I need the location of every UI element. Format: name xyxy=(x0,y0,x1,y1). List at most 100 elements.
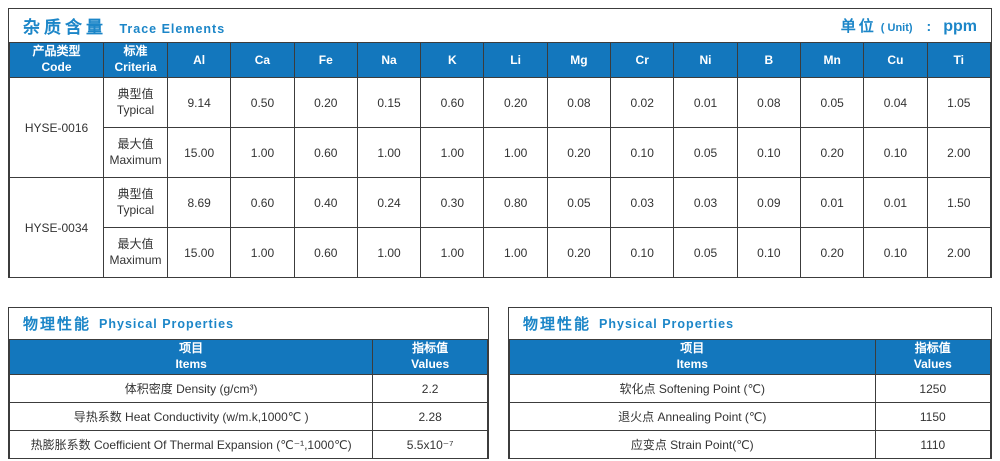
value-cell: 0.20 xyxy=(799,127,865,178)
item-cell: 导热系数 Heat Conductivity (w/m.k,1000℃ ) xyxy=(9,402,374,431)
physical-left-header-row: 项目 Items 指标值 Values xyxy=(9,339,488,375)
element-header: Cu xyxy=(863,42,928,78)
value-cell: 8.69 xyxy=(166,177,232,228)
value-cell: 15.00 xyxy=(166,127,232,178)
value-cell: 1.00 xyxy=(483,127,548,178)
unit-colon: : xyxy=(926,18,932,34)
value-cell: 0.10 xyxy=(736,227,801,277)
value-cell: 0.20 xyxy=(546,127,612,178)
physical-properties-left-table: 项目 Items 指标值 Values 体积密度 Density (g/cm³)… xyxy=(9,339,488,458)
trace-title: 杂质含量 Trace Elements xyxy=(23,13,225,38)
trace-title-zh: 杂质含量 xyxy=(23,18,107,37)
physical-left-header: 物理性能 Physical Properties xyxy=(9,308,488,339)
product-code-cell: HYSE-0034 xyxy=(9,177,104,277)
col-header-values: 指标值 Values xyxy=(874,339,991,375)
table-row: 应变点 Strain Point(℃) 1110 xyxy=(509,430,991,458)
trace-header-row: 产品类型 Code 标准 Criteria Al Ca Fe Na K Li M… xyxy=(9,42,991,78)
value-cell: 2.28 xyxy=(372,402,488,431)
col-header-items: 项目 Items xyxy=(9,339,374,375)
table-row: 软化点 Softening Point (℃) 1250 xyxy=(509,374,991,403)
value-cell: 0.03 xyxy=(610,177,675,228)
value-cell: 0.40 xyxy=(293,177,358,228)
value-cell: 0.08 xyxy=(736,77,801,128)
trace-elements-table: 产品类型 Code 标准 Criteria Al Ca Fe Na K Li M… xyxy=(9,42,991,277)
value-cell: 0.10 xyxy=(610,127,675,178)
trace-section-header: 杂质含量 Trace Elements 单位 ( Unit) : ppm xyxy=(9,9,991,42)
table-row: 最大值 Maximum 15.00 1.00 0.60 1.00 1.00 1.… xyxy=(10,127,991,178)
value-cell: 0.10 xyxy=(736,127,801,178)
value-cell: 0.60 xyxy=(293,127,358,178)
value-cell: 0.01 xyxy=(673,77,738,128)
value-cell: 1.00 xyxy=(420,127,485,178)
value-cell: 0.03 xyxy=(673,177,738,228)
element-header: Ti xyxy=(926,42,991,78)
element-header: Ni xyxy=(673,42,738,78)
value-cell: 0.15 xyxy=(356,77,422,128)
value-cell: 1.05 xyxy=(926,77,991,128)
item-cell: 热膨胀系数 Coefficient Of Thermal Expansion (… xyxy=(9,430,374,458)
col-header-values: 指标值 Values xyxy=(372,339,488,375)
element-header: Cr xyxy=(610,42,675,78)
table-row: 退火点 Annealing Point (℃) 1150 xyxy=(509,402,991,431)
value-cell: 2.00 xyxy=(926,127,991,178)
value-cell: 0.01 xyxy=(799,177,865,228)
value-cell: 9.14 xyxy=(166,77,232,128)
physical-right-header-row: 项目 Items 指标值 Values xyxy=(509,339,991,375)
value-cell: 0.05 xyxy=(673,227,738,277)
element-header: Na xyxy=(356,42,422,78)
unit-value: ppm xyxy=(943,18,977,35)
col-header-criteria: 标准 Criteria xyxy=(103,42,168,78)
value-cell: 1110 xyxy=(874,430,991,458)
value-cell: 2.00 xyxy=(926,227,991,277)
physical-left-title-en: Physical Properties xyxy=(99,316,235,331)
value-cell: 0.10 xyxy=(610,227,675,277)
value-cell: 1150 xyxy=(874,402,991,431)
physical-properties-left-section: 物理性能 Physical Properties 项目 Items 指标值 Va… xyxy=(8,307,489,459)
value-cell: 1.00 xyxy=(420,227,485,277)
physical-left-title-zh: 物理性能 xyxy=(23,316,92,333)
value-cell: 5.5x10⁻⁷ xyxy=(372,430,488,458)
item-cell: 应变点 Strain Point(℃) xyxy=(509,430,876,458)
value-cell: 15.00 xyxy=(166,227,232,277)
value-cell: 1.00 xyxy=(356,127,422,178)
element-header: K xyxy=(420,42,485,78)
element-header: Mg xyxy=(546,42,612,78)
element-header: Ca xyxy=(230,42,295,78)
element-header: Fe xyxy=(293,42,358,78)
value-cell: 0.80 xyxy=(483,177,548,228)
table-row: 最大值 Maximum 15.00 1.00 0.60 1.00 1.00 1.… xyxy=(10,227,991,277)
element-header: Li xyxy=(483,42,548,78)
table-row: 体积密度 Density (g/cm³) 2.2 xyxy=(9,374,488,403)
value-cell: 0.60 xyxy=(293,227,358,277)
criteria-cell: 典型值 Typical xyxy=(103,177,168,228)
table-row: 热膨胀系数 Coefficient Of Thermal Expansion (… xyxy=(9,430,488,458)
value-cell: 0.50 xyxy=(230,77,295,128)
value-cell: 0.01 xyxy=(863,177,928,228)
table-row: HYSE-0034 典型值 Typical 8.69 0.60 0.40 0.2… xyxy=(9,177,991,277)
criteria-cell: 最大值 Maximum xyxy=(103,227,168,277)
physical-right-header: 物理性能 Physical Properties xyxy=(509,308,991,339)
value-cell: 1.50 xyxy=(926,177,991,228)
unit-label-en: ( Unit) xyxy=(880,22,913,34)
value-cell: 0.04 xyxy=(863,77,928,128)
trace-elements-section: 杂质含量 Trace Elements 单位 ( Unit) : ppm 产品类… xyxy=(8,8,992,278)
product-code-cell: HYSE-0016 xyxy=(9,77,104,178)
value-cell: 1.00 xyxy=(230,227,295,277)
physical-properties-right-table: 项目 Items 指标值 Values 软化点 Softening Point … xyxy=(509,339,991,458)
physical-right-title-zh: 物理性能 xyxy=(523,316,592,333)
table-row: HYSE-0016 典型值 Typical 9.14 0.50 0.20 0.1… xyxy=(9,77,991,178)
value-cell: 1250 xyxy=(874,374,991,403)
value-cell: 0.20 xyxy=(293,77,358,128)
value-cell: 0.08 xyxy=(546,77,612,128)
value-cell: 1.00 xyxy=(483,227,548,277)
value-cell: 0.30 xyxy=(420,177,485,228)
element-header: Mn xyxy=(799,42,865,78)
value-cell: 0.10 xyxy=(863,227,928,277)
value-cell: 0.05 xyxy=(799,77,865,128)
criteria-cell: 典型值 Typical xyxy=(103,77,168,128)
item-cell: 体积密度 Density (g/cm³) xyxy=(9,374,374,403)
value-cell: 0.20 xyxy=(483,77,548,128)
value-cell: 0.24 xyxy=(356,177,422,228)
value-cell: 0.05 xyxy=(546,177,612,228)
value-cell: 0.09 xyxy=(736,177,801,228)
